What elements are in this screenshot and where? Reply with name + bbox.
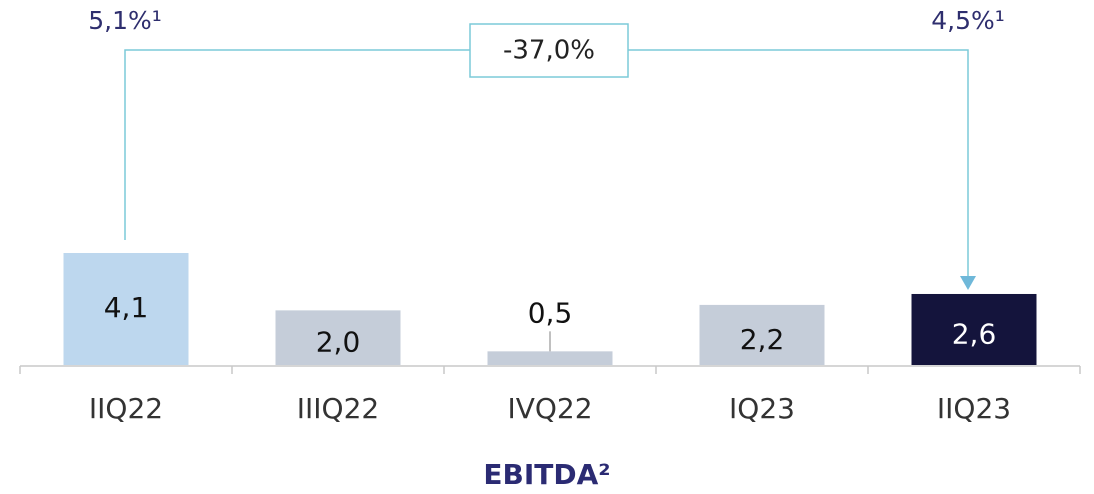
change-bracket: [124, 23, 976, 290]
margin-label: 5,1%¹: [88, 6, 162, 35]
change-label: -37,0%: [503, 36, 595, 66]
change-box: [469, 23, 629, 78]
bar: [699, 304, 825, 365]
bar: [911, 293, 1037, 365]
x-tick-label: IIIQ22: [297, 392, 379, 425]
value-label: 0,5: [528, 296, 573, 329]
x-tick-label: IVQ22: [507, 392, 592, 425]
x-tick-label: IIQ23: [937, 392, 1011, 425]
x-tick-label: IIQ22: [89, 392, 163, 425]
value-label: 2,6: [952, 317, 997, 350]
bracket-left: [124, 49, 470, 240]
chart-title: EBITDA²: [483, 458, 610, 491]
value-label: 4,1: [104, 291, 149, 324]
x-tick-label: IQ23: [729, 392, 795, 425]
bracket-right: [628, 49, 969, 278]
bar: [275, 310, 401, 365]
value-label: 2,2: [740, 323, 785, 356]
value-label: 2,0: [316, 326, 361, 359]
arrow-head: [960, 276, 976, 290]
margin-label: 4,5%¹: [931, 6, 1005, 35]
bar: [487, 351, 613, 365]
bar: [63, 253, 189, 365]
